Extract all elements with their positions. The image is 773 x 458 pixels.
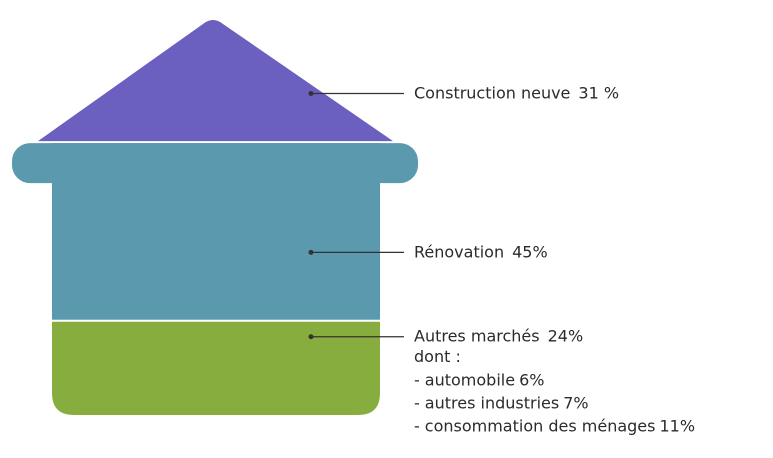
- value-label: 24%: [548, 326, 584, 345]
- category: consommation des ménages: [425, 416, 656, 435]
- breakdown-item: - autres industries 7%: [414, 393, 589, 412]
- category: autres industries: [425, 393, 559, 412]
- roof: [38, 20, 393, 142]
- value-label: 45%: [512, 242, 548, 261]
- value-label: 7%: [563, 393, 588, 412]
- category: Construction neuve: [414, 83, 570, 102]
- segment-label: Rénovation 45%: [414, 242, 548, 261]
- category: automobile: [425, 370, 515, 389]
- bullet: -: [414, 370, 420, 389]
- foundation: [52, 321, 380, 415]
- walls: [12, 143, 418, 320]
- category: Autres marchés: [414, 326, 540, 345]
- category: Rénovation: [414, 242, 504, 261]
- segment-label: Autres marchés 24%: [414, 326, 583, 345]
- wall: [52, 143, 380, 320]
- breakdown-item: - automobile 6%: [414, 370, 544, 389]
- segment-label: Construction neuve 31 %: [414, 83, 619, 102]
- value-label: 11%: [659, 416, 695, 435]
- bullet: -: [414, 416, 420, 435]
- breakdown-title: dont :: [414, 347, 461, 366]
- value-label: 31 %: [578, 83, 619, 102]
- bullet: -: [414, 393, 420, 412]
- breakdown-item: - consommation des ménages 11%: [414, 416, 695, 435]
- value-label: 6%: [519, 370, 544, 389]
